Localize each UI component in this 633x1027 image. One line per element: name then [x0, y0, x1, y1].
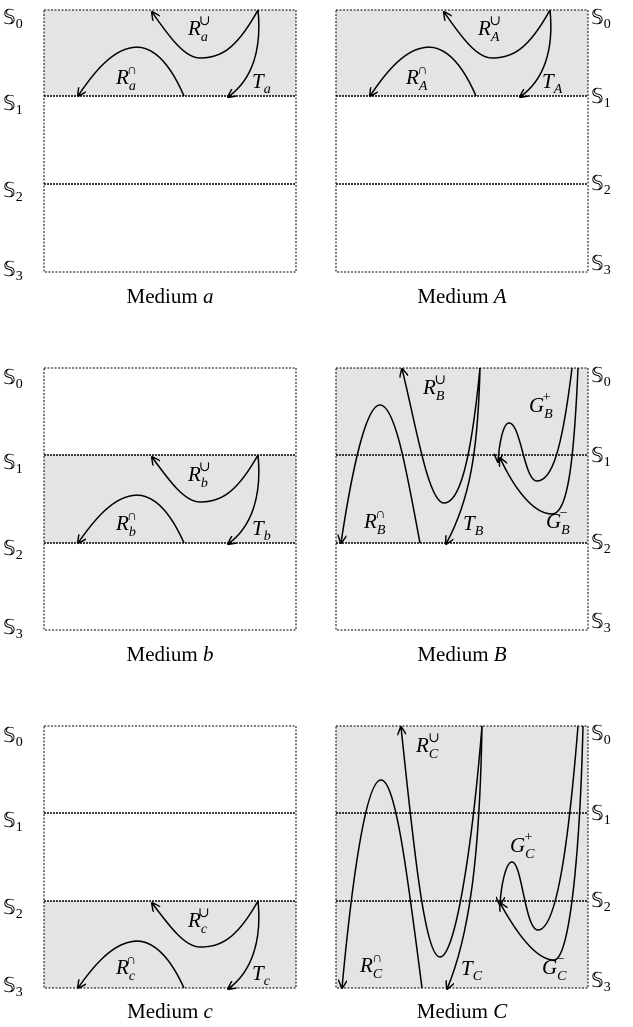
label-g-minus: GC−: [542, 952, 567, 984]
surface-label-s0: 𝕊0: [591, 5, 611, 32]
surface-label-s0: 𝕊0: [3, 723, 23, 750]
label-r-cup: Rc∪: [187, 906, 210, 937]
reflected-cup-ray: [152, 454, 259, 503]
caption-medium-A: Medium A: [417, 284, 506, 308]
label-r-cap: Rc∩: [115, 953, 136, 984]
label-t: TA: [542, 69, 563, 97]
surface-label-s0: 𝕊0: [3, 5, 23, 32]
label-r-cap: RA∩: [405, 63, 428, 94]
surface-label-s1: 𝕊1: [3, 91, 23, 118]
reflected-cap-ray: [370, 46, 477, 96]
surface-label-s2: 𝕊2: [3, 536, 23, 563]
label-t: Tb: [252, 516, 271, 544]
label-g-minus: GB−: [546, 506, 570, 538]
surface-label-s3: 𝕊3: [3, 615, 23, 642]
surface-label-s2: 𝕊2: [3, 895, 23, 922]
transmitted-ray: [447, 725, 483, 989]
g-minus-ray: [500, 367, 579, 515]
label-g-plus: GB+: [529, 390, 553, 422]
label-r-cup: RA∪: [477, 14, 501, 45]
transmitted-ray: [446, 367, 481, 544]
surface-label-s3: 𝕊3: [591, 251, 611, 278]
panel-medium-B: RB∪ RB∩ TB GB+ GB− Medium B: [335, 367, 589, 666]
surface-label-s1: 𝕊1: [591, 84, 611, 111]
label-r-cup: Ra∪: [187, 14, 211, 45]
panel-medium-c: Rc∪ Rc∩ Tc Medium c: [43, 725, 297, 1023]
panel-medium-A: RA∪ RA∩ TA Medium A: [335, 9, 589, 308]
reflected-cup-ray: [401, 726, 483, 958]
active-layer-band: [336, 10, 588, 96]
transmitted-ray: [228, 900, 260, 989]
reflected-cap-ray: [341, 404, 421, 543]
caption-medium-C: Medium C: [417, 999, 508, 1023]
transmitted-ray: [228, 9, 260, 97]
panel-border: [43, 725, 297, 989]
reflected-cap-ray: [78, 46, 185, 96]
surface-label-s0: 𝕊0: [591, 721, 611, 748]
surface-label-s3: 𝕊3: [591, 609, 611, 636]
active-layer-band: [44, 10, 296, 96]
label-t: TB: [463, 511, 484, 539]
surface-label-s1: 𝕊1: [3, 808, 23, 835]
g-plus-ray: [498, 367, 573, 482]
reflected-cup-ray: [152, 9, 259, 59]
surface-label-s2: 𝕊2: [591, 171, 611, 198]
label-g-plus: GC+: [510, 830, 535, 862]
surface-label-s1: 𝕊1: [591, 801, 611, 828]
active-layer-band: [336, 726, 588, 988]
surface-label-s0: 𝕊0: [3, 365, 23, 392]
panel-border: [335, 725, 589, 989]
surface-label-s0: 𝕊0: [591, 363, 611, 390]
label-r-cup: RC∪: [415, 731, 440, 762]
transmitted-ray: [520, 9, 552, 97]
surface-label-s2: 𝕊2: [591, 530, 611, 557]
panel-border: [335, 9, 589, 273]
caption-medium-a: Medium a: [127, 284, 214, 308]
reflected-cup-ray: [152, 900, 259, 948]
reflected-cup-ray: [444, 9, 551, 59]
caption-medium-c: Medium c: [127, 999, 213, 1023]
surface-label-s2: 𝕊2: [3, 178, 23, 205]
panel-medium-C: RC∪ RC∩ TC GC+ GC− Medium C: [335, 725, 589, 1023]
reflected-cup-ray: [402, 368, 481, 504]
transmitted-ray: [228, 454, 260, 544]
label-r-cup: Rb∪: [187, 460, 211, 491]
surface-labels-left: 𝕊0 𝕊1 𝕊2 𝕊3 𝕊0 𝕊1 𝕊2 𝕊3 𝕊0 𝕊1 𝕊2 𝕊3: [3, 5, 23, 1000]
surface-label-s3: 𝕊3: [3, 973, 23, 1000]
panel-medium-b: Rb∪ Rb∩ Tb Medium b: [43, 367, 297, 666]
surface-label-s3: 𝕊3: [591, 968, 611, 995]
panel-border: [43, 367, 297, 631]
g-plus-ray: [500, 725, 579, 931]
g-minus-ray: [500, 725, 584, 961]
surface-label-s1: 𝕊1: [3, 450, 23, 477]
active-layer-band: [44, 901, 296, 988]
label-r-cap: Ra∩: [115, 63, 137, 94]
surface-label-s3: 𝕊3: [3, 257, 23, 284]
label-r-cap: Rb∩: [115, 509, 137, 540]
panel-medium-a: Ra∪ Ra∩ Ta Medium a: [43, 9, 297, 308]
label-t: TC: [461, 956, 483, 984]
label-r-cup: RB∪: [422, 373, 446, 404]
surface-labels-right: 𝕊0 𝕊1 𝕊2 𝕊3 𝕊0 𝕊1 𝕊2 𝕊3 𝕊0 𝕊1 𝕊2 𝕊3: [591, 5, 611, 995]
panel-border: [335, 367, 589, 631]
caption-medium-b: Medium b: [127, 642, 214, 666]
label-t: Ta: [252, 69, 271, 97]
label-r-cap: RC∩: [359, 951, 383, 982]
reflected-cap-ray: [78, 494, 185, 543]
surface-label-s2: 𝕊2: [591, 888, 611, 915]
label-r-cap: RB∩: [363, 507, 386, 538]
label-t: Tc: [252, 961, 271, 989]
panel-border: [43, 9, 297, 273]
active-layer-band: [44, 455, 296, 543]
reflected-cap-ray: [342, 779, 423, 988]
surface-label-s1: 𝕊1: [591, 443, 611, 470]
caption-medium-B: Medium B: [417, 642, 506, 666]
reflected-cap-ray: [78, 940, 185, 988]
